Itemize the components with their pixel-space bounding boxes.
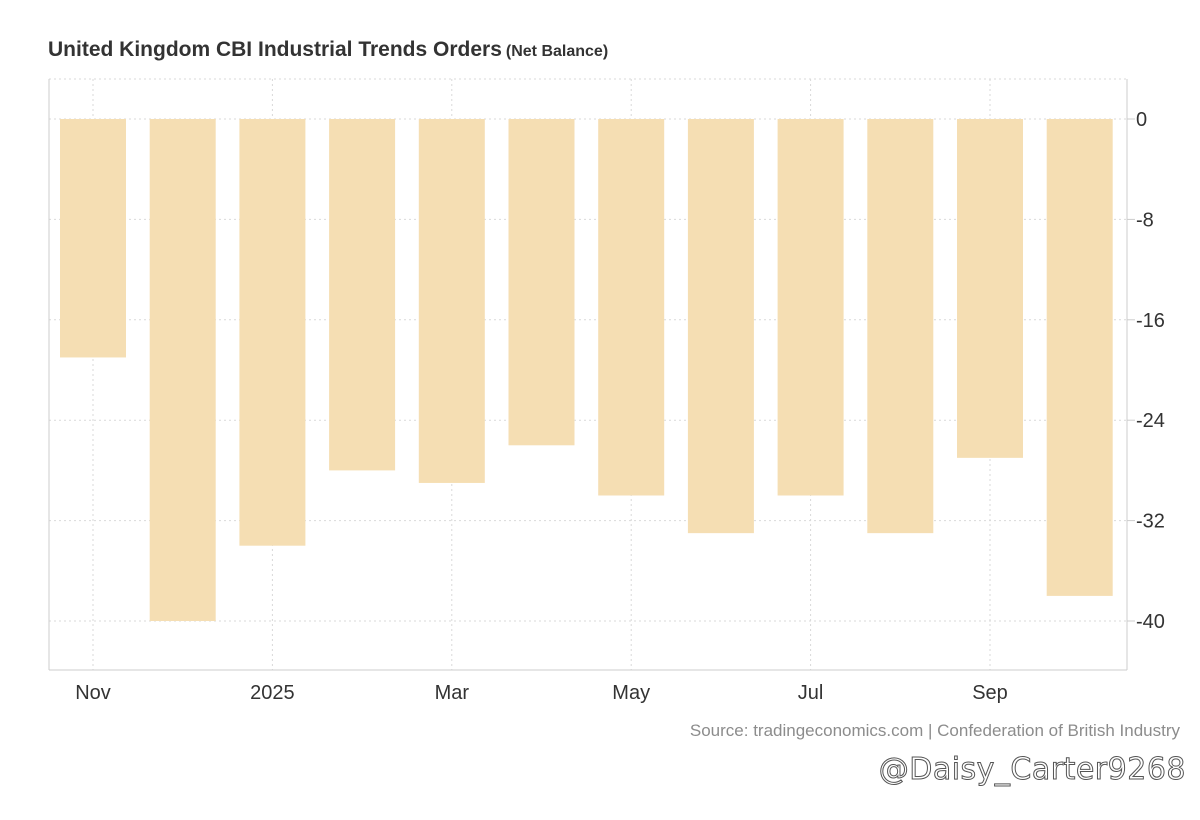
bar: [598, 119, 665, 496]
y-tick-label: -16: [1136, 310, 1165, 332]
chart-title-unit: (Net Balance): [505, 43, 609, 60]
bar-chart: 0 -8 -16 -24 -32 -40 Nov 2025 Mar May Jul Sep: [48, 78, 1165, 704]
bar: [149, 119, 216, 621]
bar: [239, 119, 306, 546]
y-tick-label: -40: [1136, 611, 1165, 633]
x-tick-label: Nov: [75, 682, 111, 704]
y-tick-label: -24: [1136, 410, 1165, 432]
watermark: @Daisy_Carter9268: [878, 752, 1186, 788]
y-tick-label: 0: [1136, 109, 1147, 131]
x-tick-label: May: [612, 682, 650, 704]
source-note: Source: tradingeconomics.com | Confedera…: [689, 721, 1180, 740]
y-tick-label: -32: [1136, 511, 1165, 533]
bar: [508, 119, 575, 446]
x-tick-label: Sep: [972, 682, 1008, 704]
y-tick-label: -8: [1136, 209, 1154, 231]
x-tick-label: Jul: [798, 682, 824, 704]
chart-title: United Kingdom CBI Industrial Trends Ord…: [48, 38, 608, 62]
bar: [329, 119, 396, 471]
bar: [60, 119, 126, 358]
chart-title-text: United Kingdom CBI Industrial Trends Ord…: [48, 38, 502, 61]
bars-group: [60, 119, 1113, 621]
bar: [687, 119, 754, 534]
y-axis-labels: 0 -8 -16 -24 -32 -40: [1136, 109, 1165, 633]
x-tick-label: Mar: [435, 682, 470, 704]
axes: [48, 79, 1135, 671]
bar: [957, 119, 1023, 458]
bar: [1046, 119, 1113, 596]
x-axis-labels: Nov 2025 Mar May Jul Sep: [75, 682, 1008, 704]
bar: [867, 119, 934, 534]
bar: [777, 119, 844, 496]
bar: [418, 119, 485, 483]
x-tick-label: 2025: [250, 682, 295, 704]
